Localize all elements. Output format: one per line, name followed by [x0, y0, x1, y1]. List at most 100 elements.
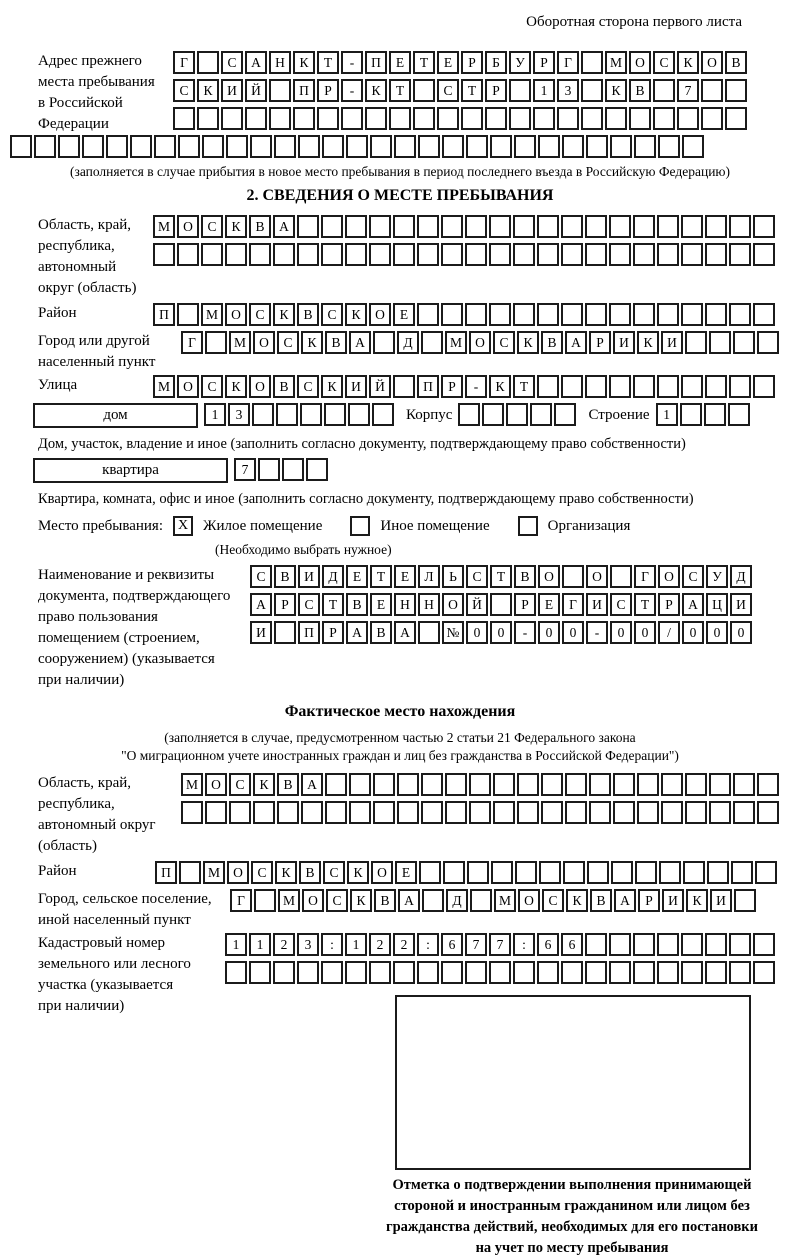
- char-cell[interactable]: [317, 107, 339, 130]
- char-cell[interactable]: С: [277, 331, 299, 354]
- char-cell[interactable]: [397, 773, 419, 796]
- char-cell[interactable]: [657, 375, 679, 398]
- char-cell[interactable]: [681, 215, 703, 238]
- char-cell[interactable]: [393, 961, 415, 984]
- char-cell[interactable]: [537, 961, 559, 984]
- char-cell[interactable]: Т: [370, 565, 392, 588]
- char-cell[interactable]: [177, 243, 199, 266]
- char-cell[interactable]: [755, 861, 777, 884]
- char-cell[interactable]: [482, 403, 505, 426]
- char-cell[interactable]: [300, 403, 322, 426]
- char-cell[interactable]: [757, 331, 779, 354]
- char-cell[interactable]: Т: [461, 79, 483, 102]
- char-cell[interactable]: [465, 961, 487, 984]
- char-cell[interactable]: М: [445, 331, 467, 354]
- char-cell[interactable]: /: [658, 621, 680, 644]
- char-cell[interactable]: [249, 243, 271, 266]
- char-cell[interactable]: И: [661, 331, 683, 354]
- char-cell[interactable]: 3: [297, 933, 319, 956]
- char-cell[interactable]: С: [297, 375, 319, 398]
- char-cell[interactable]: Д: [446, 889, 468, 912]
- char-cell[interactable]: №: [442, 621, 464, 644]
- char-cell[interactable]: [418, 621, 440, 644]
- char-cell[interactable]: [685, 331, 707, 354]
- char-cell[interactable]: [509, 107, 531, 130]
- char-cell[interactable]: [657, 933, 679, 956]
- char-cell[interactable]: [106, 135, 128, 158]
- char-cell[interactable]: -: [341, 79, 363, 102]
- char-cell[interactable]: [685, 801, 707, 824]
- char-cell[interactable]: [515, 861, 537, 884]
- char-cell[interactable]: [441, 215, 463, 238]
- char-cell[interactable]: [421, 773, 443, 796]
- char-cell[interactable]: С: [249, 303, 271, 326]
- char-cell[interactable]: [633, 961, 655, 984]
- char-cell[interactable]: [629, 107, 651, 130]
- char-cell[interactable]: [349, 773, 371, 796]
- char-cell[interactable]: [394, 135, 416, 158]
- char-cell[interactable]: [346, 135, 368, 158]
- char-cell[interactable]: [637, 773, 659, 796]
- char-cell[interactable]: [610, 565, 632, 588]
- char-cell[interactable]: [465, 303, 487, 326]
- char-cell[interactable]: В: [297, 303, 319, 326]
- apartment-box[interactable]: квартира: [33, 458, 228, 483]
- char-cell[interactable]: Т: [634, 593, 656, 616]
- char-cell[interactable]: 1: [655, 403, 678, 426]
- char-cell[interactable]: [729, 215, 751, 238]
- char-cell[interactable]: В: [541, 331, 563, 354]
- char-cell[interactable]: С: [221, 51, 243, 74]
- char-cell[interactable]: [701, 107, 723, 130]
- char-cell[interactable]: 0: [706, 621, 728, 644]
- char-cell[interactable]: О: [227, 861, 249, 884]
- char-cell[interactable]: [273, 961, 295, 984]
- char-cell[interactable]: [561, 215, 583, 238]
- char-cell[interactable]: М: [203, 861, 225, 884]
- char-cell[interactable]: А: [301, 773, 323, 796]
- char-cell[interactable]: [82, 135, 104, 158]
- char-cell[interactable]: [581, 51, 603, 74]
- char-cell[interactable]: [173, 107, 195, 130]
- char-cell[interactable]: [659, 861, 681, 884]
- char-cell[interactable]: [681, 243, 703, 266]
- char-cell[interactable]: [345, 961, 367, 984]
- char-cell[interactable]: [565, 801, 587, 824]
- char-cell[interactable]: С: [229, 773, 251, 796]
- char-cell[interactable]: 0: [562, 621, 584, 644]
- char-cell[interactable]: [229, 801, 251, 824]
- char-cell[interactable]: :: [513, 933, 535, 956]
- char-cell[interactable]: [321, 243, 343, 266]
- char-cell[interactable]: [348, 403, 370, 426]
- char-cell[interactable]: У: [509, 51, 531, 74]
- char-cell[interactable]: [561, 375, 583, 398]
- char-cell[interactable]: [226, 135, 248, 158]
- organization-checkbox[interactable]: [517, 516, 538, 536]
- char-cell[interactable]: Р: [638, 889, 660, 912]
- char-cell[interactable]: Ь: [442, 565, 464, 588]
- char-cell[interactable]: [753, 933, 775, 956]
- char-cell[interactable]: [321, 215, 343, 238]
- char-cell[interactable]: С: [250, 565, 272, 588]
- char-cell[interactable]: О: [177, 215, 199, 238]
- char-cell[interactable]: Т: [322, 593, 344, 616]
- char-cell[interactable]: [705, 303, 727, 326]
- char-cell[interactable]: [345, 215, 367, 238]
- char-cell[interactable]: К: [637, 331, 659, 354]
- char-cell[interactable]: [513, 243, 535, 266]
- residential-checkbox[interactable]: X: [173, 516, 193, 536]
- char-cell[interactable]: В: [629, 79, 651, 102]
- char-cell[interactable]: В: [277, 773, 299, 796]
- char-cell[interactable]: [293, 107, 315, 130]
- char-cell[interactable]: О: [701, 51, 723, 74]
- char-cell[interactable]: [513, 961, 535, 984]
- char-cell[interactable]: Р: [589, 331, 611, 354]
- char-cell[interactable]: И: [613, 331, 635, 354]
- char-cell[interactable]: [201, 243, 223, 266]
- char-cell[interactable]: [437, 107, 459, 130]
- char-cell[interactable]: К: [293, 51, 315, 74]
- char-cell[interactable]: [282, 458, 304, 481]
- char-cell[interactable]: О: [586, 565, 608, 588]
- char-cell[interactable]: [530, 403, 553, 426]
- char-cell[interactable]: Е: [393, 303, 415, 326]
- char-cell[interactable]: О: [205, 773, 227, 796]
